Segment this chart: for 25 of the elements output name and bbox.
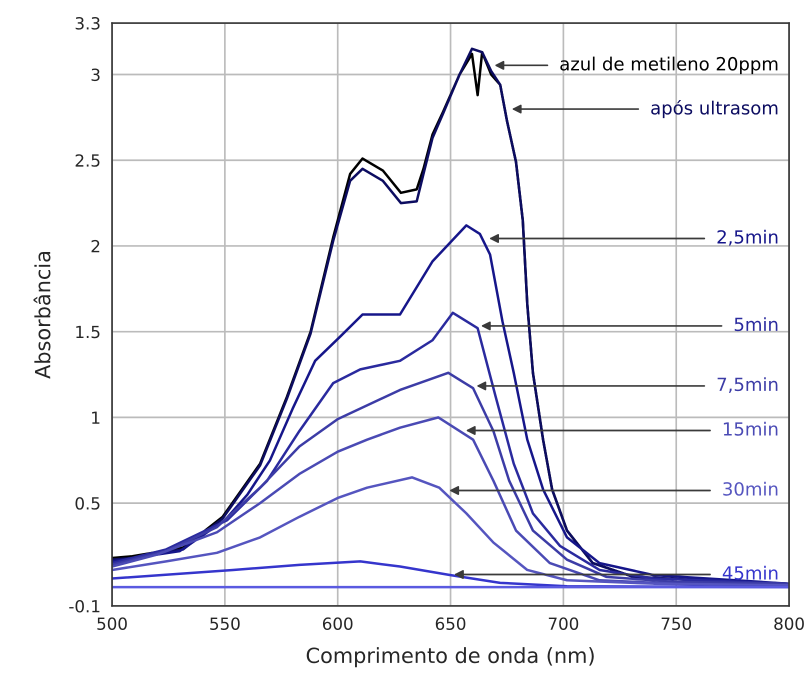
text: 7,5min (718, 377, 778, 394)
y-tick-label: 2 (92, 240, 100, 252)
text: azul de metileno 20ppm (560, 56, 778, 74)
text: 15min (724, 422, 778, 436)
text: após ultrasom (651, 100, 778, 118)
x-tick-label: 600 (322, 617, 353, 630)
x-tick-label: 750 (662, 617, 692, 630)
y-tick-label: 3.3 (76, 17, 100, 30)
x-tick-label: 500 (97, 617, 127, 630)
x-axis-title: Comprimento de onda (nm) (306, 647, 594, 668)
y-tick-label: 3 (92, 68, 100, 82)
y-tick-label: 1.5 (76, 326, 100, 338)
text: 5min (734, 317, 778, 332)
series-label: 45min (722, 566, 778, 580)
y-tick-label: 1 (92, 412, 100, 424)
text: 2,5min (717, 230, 778, 246)
y-tick-label: -0.1 (69, 600, 100, 613)
y-tick-label: 0.5 (76, 497, 100, 510)
x-tick-label: 550 (210, 617, 240, 630)
x-tick-label: 700 (548, 617, 578, 630)
x-tick-label: 800 (774, 617, 804, 630)
x-tick-label: 650 (436, 617, 466, 630)
y-tick-label: 2.5 (76, 154, 100, 167)
y-axis-title: Absorbância (34, 252, 50, 379)
text: 30min (723, 482, 778, 496)
